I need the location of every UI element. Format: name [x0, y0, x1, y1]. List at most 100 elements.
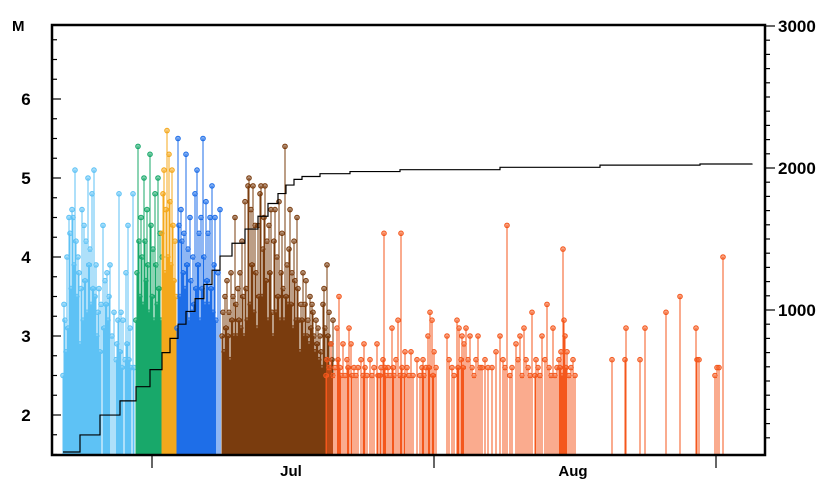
stem-point: [111, 309, 117, 316]
stem-point: [92, 293, 98, 300]
stem-series: [159, 127, 179, 455]
stem-point: [677, 293, 683, 300]
stem-point: [224, 277, 230, 284]
stem-point: [346, 325, 352, 331]
stem-point: [314, 341, 320, 347]
stem-point: [115, 317, 121, 324]
stem-point: [404, 364, 410, 371]
stem-point: [217, 206, 223, 213]
stem-point: [532, 372, 538, 379]
stem-point: [229, 317, 235, 324]
right-tick-label: 1000: [778, 301, 816, 320]
stem-point: [525, 364, 531, 371]
stem-point: [390, 364, 396, 371]
stem-point: [433, 364, 439, 371]
left-axis: 2 3 4 5 6: [21, 39, 61, 456]
stem-point: [267, 270, 273, 276]
stem-point: [246, 175, 252, 181]
stem-point: [93, 262, 99, 268]
stem-point: [451, 372, 457, 379]
stem-point: [287, 206, 293, 213]
stem-point: [463, 325, 469, 331]
stem-point: [187, 214, 193, 221]
stem-point: [642, 325, 648, 331]
stem-point: [163, 206, 169, 213]
stem-point: [130, 191, 136, 197]
stem-point: [570, 356, 576, 363]
stem-point: [389, 325, 395, 331]
stem-point: [380, 356, 386, 363]
stem-point: [539, 333, 545, 339]
stem-point: [278, 270, 284, 276]
stem-point: [696, 356, 702, 363]
stem-point: [138, 214, 144, 221]
stem-point: [622, 356, 628, 363]
left-tick-label: 6: [21, 90, 30, 109]
stem-point: [147, 151, 153, 158]
stem-point: [562, 333, 568, 339]
stem-point: [263, 277, 269, 284]
stem-point: [141, 175, 147, 181]
stem-point: [200, 135, 206, 142]
stem-point: [458, 356, 464, 363]
stem-point: [459, 333, 465, 339]
stem-point: [455, 364, 461, 371]
stem-point: [245, 183, 251, 189]
stem-point: [345, 364, 351, 371]
stem-point: [106, 293, 112, 300]
stem-point: [414, 356, 420, 363]
stem-series: [219, 143, 336, 455]
stem-point: [310, 309, 316, 316]
stem-point: [118, 309, 124, 316]
stem-point: [72, 167, 78, 173]
stem-point: [572, 372, 578, 379]
stem-point: [371, 364, 377, 371]
plot-frame: [50, 23, 767, 457]
stem-point: [716, 364, 722, 371]
stem-point: [161, 167, 167, 173]
stem-point: [275, 293, 281, 300]
stem-point: [475, 333, 481, 339]
stem-point: [288, 301, 294, 308]
stem-point: [76, 270, 82, 276]
stem-point: [126, 356, 132, 363]
stem-point: [340, 341, 346, 347]
stem-point: [164, 127, 170, 134]
stem-point: [335, 356, 341, 363]
x-axis: Jul Aug: [151, 455, 717, 480]
stem-point: [355, 364, 361, 371]
stem-point: [320, 301, 326, 308]
stem-point: [307, 293, 313, 300]
stem-point: [107, 262, 113, 268]
stem-point: [309, 301, 315, 308]
stem-point: [693, 325, 699, 331]
stem-point: [175, 135, 181, 142]
stem-point: [454, 317, 460, 324]
stem-point: [429, 317, 435, 324]
stem-point: [482, 356, 488, 363]
stem-point: [160, 191, 166, 197]
stem-point: [560, 246, 566, 252]
stem-point: [212, 214, 218, 221]
left-tick-label: 5: [21, 169, 30, 188]
stem-point: [184, 262, 190, 268]
stem-point: [381, 230, 387, 237]
stem-point: [523, 356, 529, 363]
stem-series: [174, 135, 223, 455]
stem-point: [204, 277, 210, 284]
stem-point: [103, 301, 109, 308]
stem-point: [208, 285, 214, 292]
left-tick-label: 4: [21, 248, 31, 267]
stem-point: [203, 198, 209, 205]
stem-point: [323, 372, 329, 379]
stem-point: [533, 356, 539, 363]
stem-point: [300, 270, 306, 276]
stem-point: [97, 349, 103, 355]
stem-point: [250, 183, 256, 189]
stem-point: [156, 285, 162, 292]
stem-point: [78, 285, 84, 292]
stem-point: [377, 372, 383, 379]
stem-point: [242, 198, 248, 205]
stem-point: [96, 285, 102, 292]
stem-point: [236, 317, 242, 324]
